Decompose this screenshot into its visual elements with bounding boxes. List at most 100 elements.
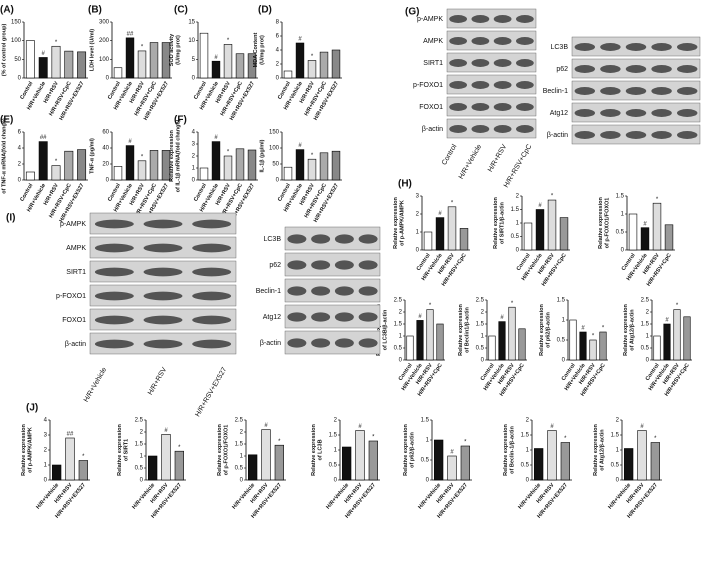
y-axis-title: Relative expression <box>539 304 545 356</box>
significance-mark: # <box>418 314 422 320</box>
bar <box>51 45 61 79</box>
y-tick-label: 1 <box>399 334 403 340</box>
blot-band <box>493 125 512 133</box>
y-tick-label: 2 <box>276 62 280 68</box>
bar <box>77 51 87 79</box>
y-tick-label: 1.5 <box>611 433 620 439</box>
blot-band <box>94 243 134 253</box>
bar <box>149 42 159 79</box>
significance-mark: * <box>311 153 314 159</box>
bar <box>149 150 159 181</box>
significance-mark: * <box>227 150 230 156</box>
y-tick-label: 200 <box>99 38 110 44</box>
y-tick-label: 3 <box>192 142 196 148</box>
significance-mark: * <box>372 435 375 441</box>
panel-label: (G) <box>405 7 419 18</box>
bar <box>559 217 569 251</box>
blot-band <box>143 291 183 301</box>
y-tick-label: 100 <box>11 38 22 44</box>
blot-band <box>471 37 490 45</box>
blot-band <box>600 65 621 73</box>
blot-band <box>651 65 672 73</box>
y-tick-label: 1.5 <box>616 194 625 200</box>
significance-mark: # <box>538 203 542 209</box>
bar <box>331 49 341 79</box>
blot-band <box>334 286 354 296</box>
significance-mark: * <box>178 445 181 451</box>
y-tick-label: 2 <box>140 430 144 436</box>
blot-band <box>574 109 596 117</box>
bar <box>38 141 48 181</box>
blot-band <box>449 125 468 133</box>
blot-strip <box>284 226 381 251</box>
bar <box>488 335 496 361</box>
significance-mark: # <box>358 424 362 430</box>
protein-label: β-actin <box>65 341 86 348</box>
panel-label: (F) <box>174 115 187 126</box>
blot-strip <box>446 30 537 51</box>
panel-label: (A) <box>0 5 14 16</box>
y-axis-title: of Atg12/β-actin <box>629 309 635 351</box>
y-tick-label: 0.5 <box>521 463 530 469</box>
y-tick-label: 1.5 <box>557 298 566 304</box>
blot-band <box>471 103 490 111</box>
blot-band <box>600 43 621 51</box>
bar <box>518 328 526 361</box>
protein-label: β-actin <box>422 126 443 133</box>
bar <box>137 50 147 79</box>
blot-band <box>334 312 354 322</box>
bar <box>498 321 506 361</box>
bar <box>52 464 62 481</box>
y-tick-label: 1 <box>481 334 485 340</box>
y-tick-label: 2 <box>44 448 48 454</box>
bar <box>589 339 597 361</box>
bar <box>436 323 444 361</box>
y-tick-label: 0 <box>106 76 110 82</box>
significance-mark: ## <box>127 31 134 37</box>
y-tick-label: 1 <box>562 318 566 324</box>
significance-mark: # <box>643 221 647 227</box>
y-tick-label: 1.5 <box>511 207 520 213</box>
blot-band <box>311 260 331 270</box>
bar <box>235 148 245 181</box>
blot-band <box>287 234 307 244</box>
blot-band <box>515 125 534 133</box>
bar <box>38 57 48 79</box>
y-tick-label: 1 <box>240 454 244 460</box>
lane-label: H/R+RSV <box>487 143 508 173</box>
protein-label: LC3B <box>550 44 568 51</box>
protein-label: p-FOXO1 <box>56 293 86 300</box>
y-axis-title: of IL-1β mRNA(fold change) <box>175 119 181 192</box>
blot-strip <box>284 252 381 277</box>
y-axis-title: of p62/β-actin <box>545 311 551 347</box>
panel-label: (H) <box>398 179 412 190</box>
y-tick-label: 4 <box>18 146 22 152</box>
lane-label: H/R+Vehicle <box>458 143 483 180</box>
y-tick-label: 300 <box>99 20 110 26</box>
y-axis-title: Relative expression <box>493 197 499 249</box>
significance-mark: * <box>82 454 85 460</box>
bar <box>355 430 365 481</box>
y-axis-title: Relative expression <box>458 304 464 356</box>
blot-band <box>287 338 307 348</box>
y-tick-label: 2 <box>334 418 338 424</box>
y-tick-label: 0 <box>426 478 430 484</box>
y-tick-label: 0 <box>399 358 403 364</box>
blot-band <box>449 103 468 111</box>
y-axis-title: of p-AMPK/AMPK <box>399 200 405 246</box>
protein-label: p62 <box>556 66 568 73</box>
blot-strip <box>284 304 381 329</box>
y-tick-label: 6 <box>276 34 280 40</box>
y-tick-label: 0 <box>192 76 196 82</box>
significance-mark: * <box>676 303 679 309</box>
blot-band <box>515 59 534 67</box>
protein-label: Beclin-1 <box>256 288 281 295</box>
y-axis-title: (U/mg prot) <box>175 35 181 65</box>
significance-mark: * <box>311 54 314 60</box>
bar <box>161 42 171 79</box>
y-tick-label: 2 <box>399 310 403 316</box>
bar <box>247 149 257 181</box>
significance-mark: # <box>298 143 302 149</box>
protein-label: AMPK <box>66 245 86 252</box>
